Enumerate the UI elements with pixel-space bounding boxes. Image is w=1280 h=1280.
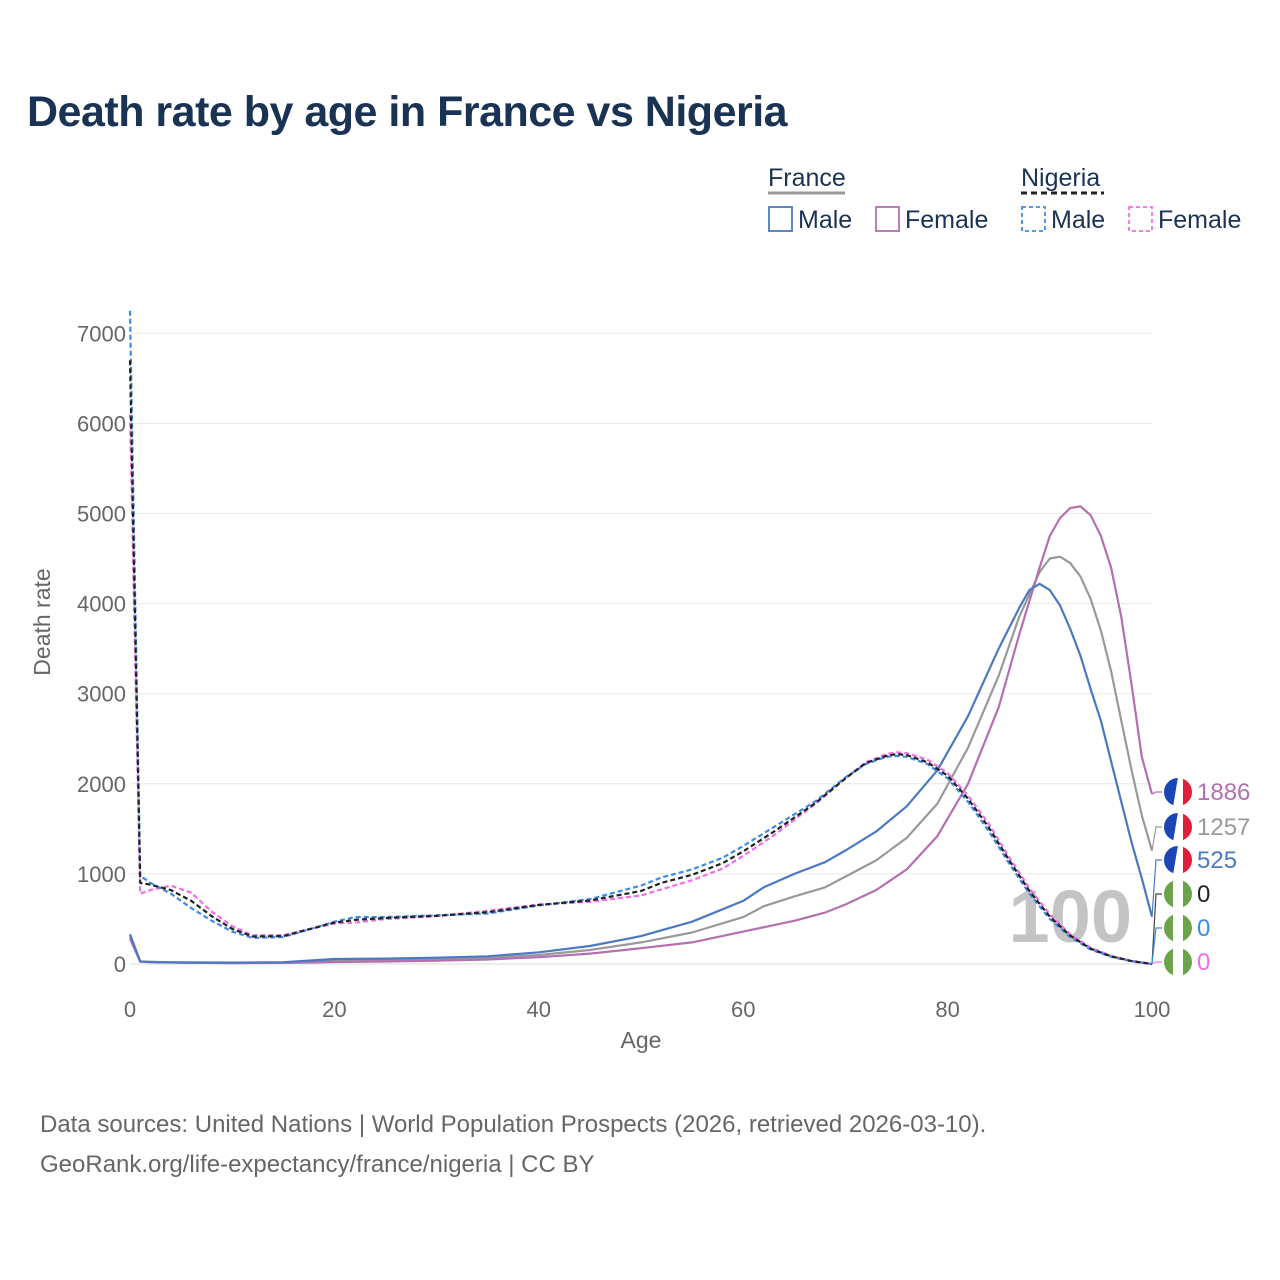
x-tick-label: 20 [322, 997, 346, 1022]
flag-france-icon [1162, 776, 1194, 808]
y-tick-label: 6000 [77, 411, 126, 436]
end-value-label: 1886 [1197, 779, 1250, 806]
legend-group-nigeria: Nigeria [1021, 164, 1100, 192]
source-link[interactable]: GeoRank.org/life-expectancy/france/niger… [40, 1151, 595, 1178]
y-tick-label: 3000 [77, 682, 126, 707]
flag-mask [1162, 844, 1194, 876]
flag-green-band [1163, 879, 1173, 909]
chart-title: Death rate by age in France vs Nigeria [27, 88, 788, 136]
flag-mask [1162, 946, 1194, 978]
flag-mask [1162, 878, 1194, 910]
y-tick-label: 1000 [77, 862, 126, 887]
legend-label-france-female[interactable]: Female [905, 206, 988, 234]
flag-mask [1162, 912, 1194, 944]
end-label-connector [1151, 927, 1162, 965]
legend-swatch-nigeria-female[interactable] [1128, 206, 1153, 232]
legend-label-nigeria-male[interactable]: Male [1051, 206, 1105, 234]
flag-blue-band [1163, 812, 1173, 842]
end-label-connector [1151, 859, 1162, 917]
y-axis: 0 1000 2000 3000 4000 5000 6000 7000 [77, 321, 126, 977]
x-tick-label: 0 [124, 997, 136, 1022]
y-tick-label: 5000 [77, 502, 126, 527]
end-value-label: 525 [1197, 847, 1237, 874]
flag-mask [1162, 776, 1194, 808]
end-label-connector [1151, 791, 1162, 795]
flag-green-band [1163, 947, 1173, 977]
end-labels: 1886 1257 525 0 0 0 [1151, 776, 1250, 978]
x-axis: 0 20 40 60 80 100 [124, 997, 1170, 1022]
flag-france-icon [1162, 811, 1194, 843]
legend-swatch-france-female[interactable] [875, 206, 900, 232]
x-tick-label: 40 [527, 997, 551, 1022]
series-line-nigeria-total [128, 360, 1153, 966]
flag-nigeria-icon [1162, 912, 1194, 944]
y-tick-label: 4000 [77, 592, 126, 617]
legend-label-nigeria-female[interactable]: Female [1158, 206, 1241, 234]
end-label-connector [1151, 961, 1162, 965]
flag-blue-band [1163, 845, 1173, 875]
series-line-france-female [128, 505, 1154, 965]
legend-swatch-france-male[interactable] [768, 206, 793, 232]
flag-green-band [1183, 947, 1193, 977]
legend-group-france: France [768, 164, 846, 192]
x-tick-label: 100 [1134, 997, 1171, 1022]
flag-nigeria-icon [1162, 878, 1194, 910]
flag-blue-band [1163, 777, 1173, 807]
gridlines [130, 332, 1152, 965]
flag-red-band [1183, 845, 1193, 875]
x-tick-label: 80 [935, 997, 959, 1022]
flag-white-band [1173, 947, 1183, 977]
series-lines [128, 310, 1154, 966]
flag-red-band [1183, 777, 1193, 807]
x-tick-label: 60 [731, 997, 755, 1022]
legend-label-france-male[interactable]: Male [798, 206, 852, 234]
y-tick-label: 7000 [77, 321, 126, 346]
series-line-nigeria-female [128, 414, 1153, 966]
flag-nigeria-icon [1162, 946, 1194, 978]
flag-green-band [1183, 913, 1193, 943]
flag-white-band [1173, 913, 1183, 943]
flag-white-band [1173, 879, 1183, 909]
end-label-connector [1151, 826, 1162, 851]
end-value-label: 0 [1197, 915, 1210, 942]
y-axis-title: Death rate [29, 568, 55, 675]
series-line-france-total [128, 555, 1154, 964]
y-tick-label: 0 [114, 952, 126, 977]
flag-mask [1162, 811, 1194, 843]
data-sources-text: Data sources: United Nations | World Pop… [40, 1111, 987, 1138]
y-tick-label: 2000 [77, 772, 126, 797]
end-value-label: 1257 [1197, 814, 1250, 841]
end-value-label: 0 [1197, 881, 1210, 908]
legend-swatch-nigeria-male[interactable] [1021, 206, 1046, 232]
end-value-label: 0 [1197, 949, 1210, 976]
flag-france-icon [1162, 844, 1194, 876]
flag-green-band [1183, 879, 1193, 909]
series-line-france-male [128, 582, 1154, 964]
flag-red-band [1183, 812, 1193, 842]
series-line-nigeria-male [128, 310, 1153, 966]
footer: Data sources: United Nations | World Pop… [40, 1105, 986, 1185]
flag-green-band [1163, 913, 1173, 943]
end-label-connector [1151, 893, 1162, 965]
x-axis-title: Age [621, 1027, 662, 1053]
legend: France Male Female Nigeria Male Female [768, 164, 1241, 234]
